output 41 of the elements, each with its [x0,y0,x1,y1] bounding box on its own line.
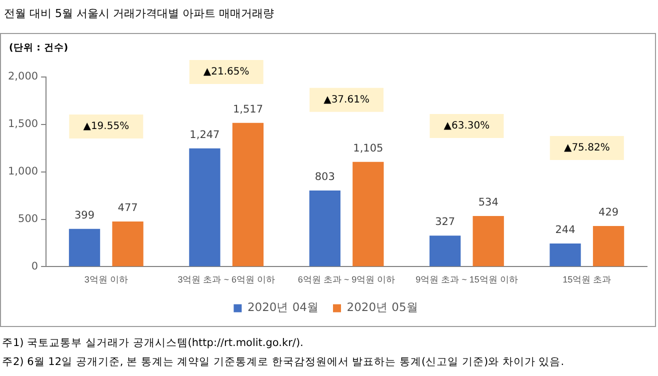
data-label: 244 [555,224,576,236]
x-tick-label: 15억원 초과 [562,274,612,285]
data-label: 1,105 [353,142,384,154]
annotation: ▲37.61% [324,94,370,106]
annotation: ▲19.55% [83,121,130,132]
bar [592,226,624,266]
data-label: 534 [478,196,499,209]
chart-title: 전월 대비 5월 서울시 거래가격대별 아파트 매매거래량 [4,6,274,21]
y-tick-label: 0 [31,260,38,272]
y-tick-label: 500 [18,213,38,226]
x-tick-label: 9억원 초과 ~ 15억원 이하 [416,274,518,285]
bar [472,216,504,266]
data-label: 1,247 [190,128,220,141]
bar [309,190,340,266]
x-tick-label: 6억원 초과 ~ 9억원 이하 [298,274,396,285]
bar [112,221,144,266]
x-tick-label: 3억원 이하 [84,274,128,285]
y-tick-label: 2,000 [8,70,38,83]
legend-label: 2020년 05월 [346,300,418,314]
y-tick-label: 1,000 [8,166,38,178]
data-label: 399 [74,209,95,222]
data-label: 429 [598,206,619,218]
bar [550,244,581,266]
annotation: ▲63.30% [444,120,490,132]
bar [430,236,461,266]
bar [232,122,264,266]
y-axis-title: (단위 : 건수) [9,42,68,54]
legend-label: 2020년 04월 [247,300,320,314]
annotation: ▲21.65% [203,66,250,78]
data-label: 477 [118,202,138,214]
data-label: 327 [435,216,456,228]
text: 주2) 6월 12일 공개기준, 본 통계는 계약일 기준통계로 한국감정원에서 발표하는 통계(신고일 기준)와 차이가 있음. [2,355,564,370]
bar [68,228,100,266]
bar [189,148,220,266]
x-tick-label: 3억원 초과 ~ 6억원 이하 [178,274,275,285]
text: 주1) 국토교통부 실거래가 공개시스템(http://rt.molit.go.kr/). [2,336,304,351]
data-label: 803 [314,171,335,184]
annotation: ▲75.82% [564,142,610,154]
data-label: 1,517 [232,103,264,116]
bar [352,162,384,266]
y-tick-label: 1,500 [8,118,38,130]
